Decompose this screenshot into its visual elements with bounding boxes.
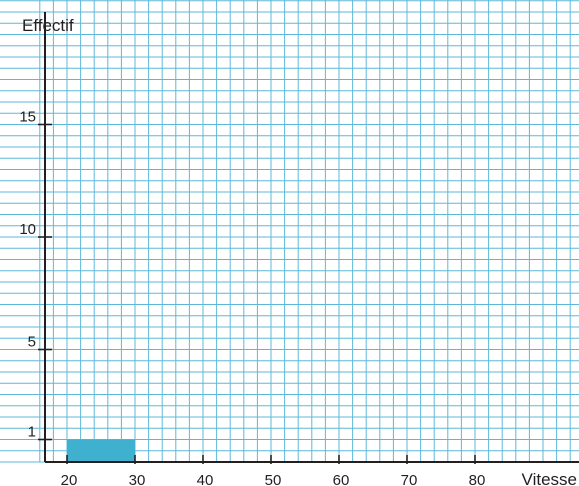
bar-0	[67, 439, 135, 462]
x-tick-label-20: 20	[61, 472, 78, 486]
x-tick-label-30: 30	[129, 472, 146, 486]
y-tick-label-5: 5	[28, 334, 36, 351]
grid	[0, 0, 579, 463]
x-tick-label-80: 80	[469, 472, 486, 486]
y-axis-label: Effectif	[22, 16, 74, 35]
y-tick-label-1: 1	[28, 424, 36, 441]
y-tick-label-15: 15	[19, 109, 36, 126]
x-tick-label-50: 50	[265, 472, 282, 486]
bars	[67, 439, 135, 462]
x-tick-label-40: 40	[197, 472, 214, 486]
x-axis-label: Vitesse	[522, 470, 577, 486]
x-tick-label-60: 60	[333, 472, 350, 486]
y-tick-label-10: 10	[19, 221, 36, 238]
x-tick-label-70: 70	[401, 472, 418, 486]
